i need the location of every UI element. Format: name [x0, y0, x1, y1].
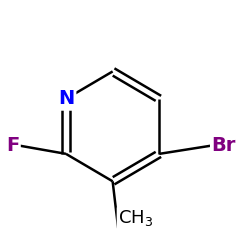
Text: Br: Br — [212, 136, 236, 155]
Text: CH$_3$: CH$_3$ — [118, 208, 153, 228]
Text: N: N — [58, 90, 74, 108]
Text: F: F — [6, 136, 19, 155]
